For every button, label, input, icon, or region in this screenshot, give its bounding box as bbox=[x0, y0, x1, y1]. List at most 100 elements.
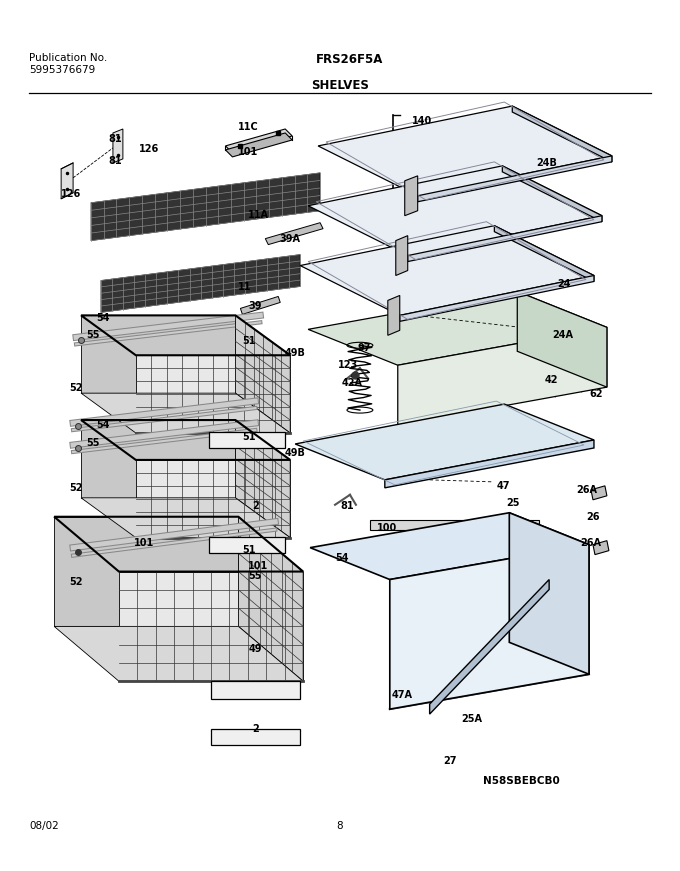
Polygon shape bbox=[300, 226, 594, 315]
Polygon shape bbox=[408, 216, 602, 261]
Text: 126: 126 bbox=[139, 144, 159, 154]
Text: N58SBEBCB0: N58SBEBCB0 bbox=[483, 776, 560, 786]
Polygon shape bbox=[81, 420, 235, 498]
Polygon shape bbox=[494, 226, 594, 281]
Polygon shape bbox=[593, 541, 609, 555]
Text: Publication No.: Publication No. bbox=[29, 53, 107, 64]
Polygon shape bbox=[295, 404, 594, 480]
Text: 49B: 49B bbox=[284, 348, 305, 358]
Polygon shape bbox=[265, 223, 323, 245]
Text: 2: 2 bbox=[252, 501, 259, 510]
Polygon shape bbox=[119, 571, 303, 681]
Text: 25: 25 bbox=[507, 498, 520, 508]
Polygon shape bbox=[91, 172, 320, 240]
Text: 08/02: 08/02 bbox=[29, 820, 59, 831]
Polygon shape bbox=[591, 486, 607, 500]
Text: 26A: 26A bbox=[576, 485, 597, 495]
Text: 8: 8 bbox=[337, 820, 343, 831]
Text: 81: 81 bbox=[108, 156, 122, 165]
Polygon shape bbox=[136, 355, 290, 433]
Text: 140: 140 bbox=[411, 116, 432, 126]
Polygon shape bbox=[81, 393, 290, 433]
Polygon shape bbox=[310, 513, 589, 579]
Text: 51: 51 bbox=[242, 336, 256, 347]
Polygon shape bbox=[101, 254, 300, 313]
Text: 101: 101 bbox=[248, 561, 269, 571]
Polygon shape bbox=[211, 729, 300, 745]
Polygon shape bbox=[239, 517, 303, 681]
Text: 101: 101 bbox=[134, 537, 154, 548]
Polygon shape bbox=[517, 292, 607, 387]
Text: 97: 97 bbox=[358, 343, 371, 354]
Text: 55: 55 bbox=[86, 438, 99, 448]
Text: 49: 49 bbox=[248, 645, 262, 654]
Polygon shape bbox=[398, 327, 607, 425]
Polygon shape bbox=[209, 537, 285, 552]
Text: 11C: 11C bbox=[239, 122, 259, 132]
Polygon shape bbox=[81, 315, 235, 393]
Text: 47A: 47A bbox=[392, 690, 413, 700]
Polygon shape bbox=[136, 460, 290, 537]
Text: 55: 55 bbox=[86, 330, 99, 341]
Text: 42: 42 bbox=[544, 375, 558, 385]
Polygon shape bbox=[418, 156, 612, 202]
Text: 27: 27 bbox=[443, 756, 457, 766]
Text: 81: 81 bbox=[340, 501, 354, 510]
Polygon shape bbox=[370, 520, 539, 530]
Text: 55: 55 bbox=[248, 571, 262, 581]
Text: 54: 54 bbox=[335, 552, 349, 563]
Text: 42A: 42A bbox=[342, 378, 363, 388]
Polygon shape bbox=[400, 275, 594, 321]
Polygon shape bbox=[54, 517, 239, 626]
Polygon shape bbox=[503, 165, 602, 222]
Polygon shape bbox=[61, 163, 73, 199]
Text: 25A: 25A bbox=[462, 714, 483, 724]
Text: 51: 51 bbox=[242, 432, 256, 442]
Text: 123: 123 bbox=[338, 361, 358, 370]
Text: 52: 52 bbox=[69, 383, 82, 393]
Text: 11: 11 bbox=[239, 282, 252, 293]
Polygon shape bbox=[509, 513, 589, 674]
Polygon shape bbox=[405, 176, 418, 216]
Text: 49B: 49B bbox=[284, 448, 305, 458]
Text: 126: 126 bbox=[61, 189, 82, 199]
Polygon shape bbox=[113, 129, 123, 163]
Text: 52: 52 bbox=[69, 483, 82, 493]
Text: 52: 52 bbox=[69, 577, 82, 586]
Polygon shape bbox=[308, 165, 602, 255]
Text: 39A: 39A bbox=[279, 233, 301, 244]
Text: 26A: 26A bbox=[580, 537, 601, 548]
Polygon shape bbox=[211, 681, 300, 699]
Polygon shape bbox=[241, 296, 280, 314]
Polygon shape bbox=[512, 106, 612, 162]
Polygon shape bbox=[318, 106, 612, 196]
Text: 101: 101 bbox=[239, 147, 258, 157]
Polygon shape bbox=[54, 626, 303, 681]
Text: 39: 39 bbox=[248, 301, 262, 312]
Text: 24B: 24B bbox=[537, 158, 557, 168]
Polygon shape bbox=[308, 292, 607, 365]
Text: 62: 62 bbox=[589, 389, 602, 399]
Polygon shape bbox=[390, 544, 589, 709]
Polygon shape bbox=[81, 498, 290, 537]
Polygon shape bbox=[235, 315, 290, 433]
Text: 26: 26 bbox=[586, 512, 600, 522]
Polygon shape bbox=[385, 440, 594, 488]
Text: 51: 51 bbox=[242, 544, 256, 555]
Text: 100: 100 bbox=[377, 523, 397, 533]
Polygon shape bbox=[226, 129, 292, 153]
Text: 54: 54 bbox=[96, 420, 109, 430]
Text: 11A: 11A bbox=[248, 210, 269, 219]
Text: 81: 81 bbox=[108, 134, 122, 144]
Polygon shape bbox=[235, 420, 290, 537]
Text: 5995376679: 5995376679 bbox=[29, 65, 95, 75]
Text: 24A: 24A bbox=[552, 330, 573, 341]
Polygon shape bbox=[396, 236, 408, 275]
Text: 2: 2 bbox=[252, 724, 259, 734]
Text: 24: 24 bbox=[557, 280, 571, 289]
Polygon shape bbox=[430, 579, 549, 714]
Text: FRS26F5A: FRS26F5A bbox=[316, 53, 384, 66]
Polygon shape bbox=[209, 432, 285, 448]
Text: SHELVES: SHELVES bbox=[311, 79, 369, 92]
Polygon shape bbox=[226, 133, 292, 157]
